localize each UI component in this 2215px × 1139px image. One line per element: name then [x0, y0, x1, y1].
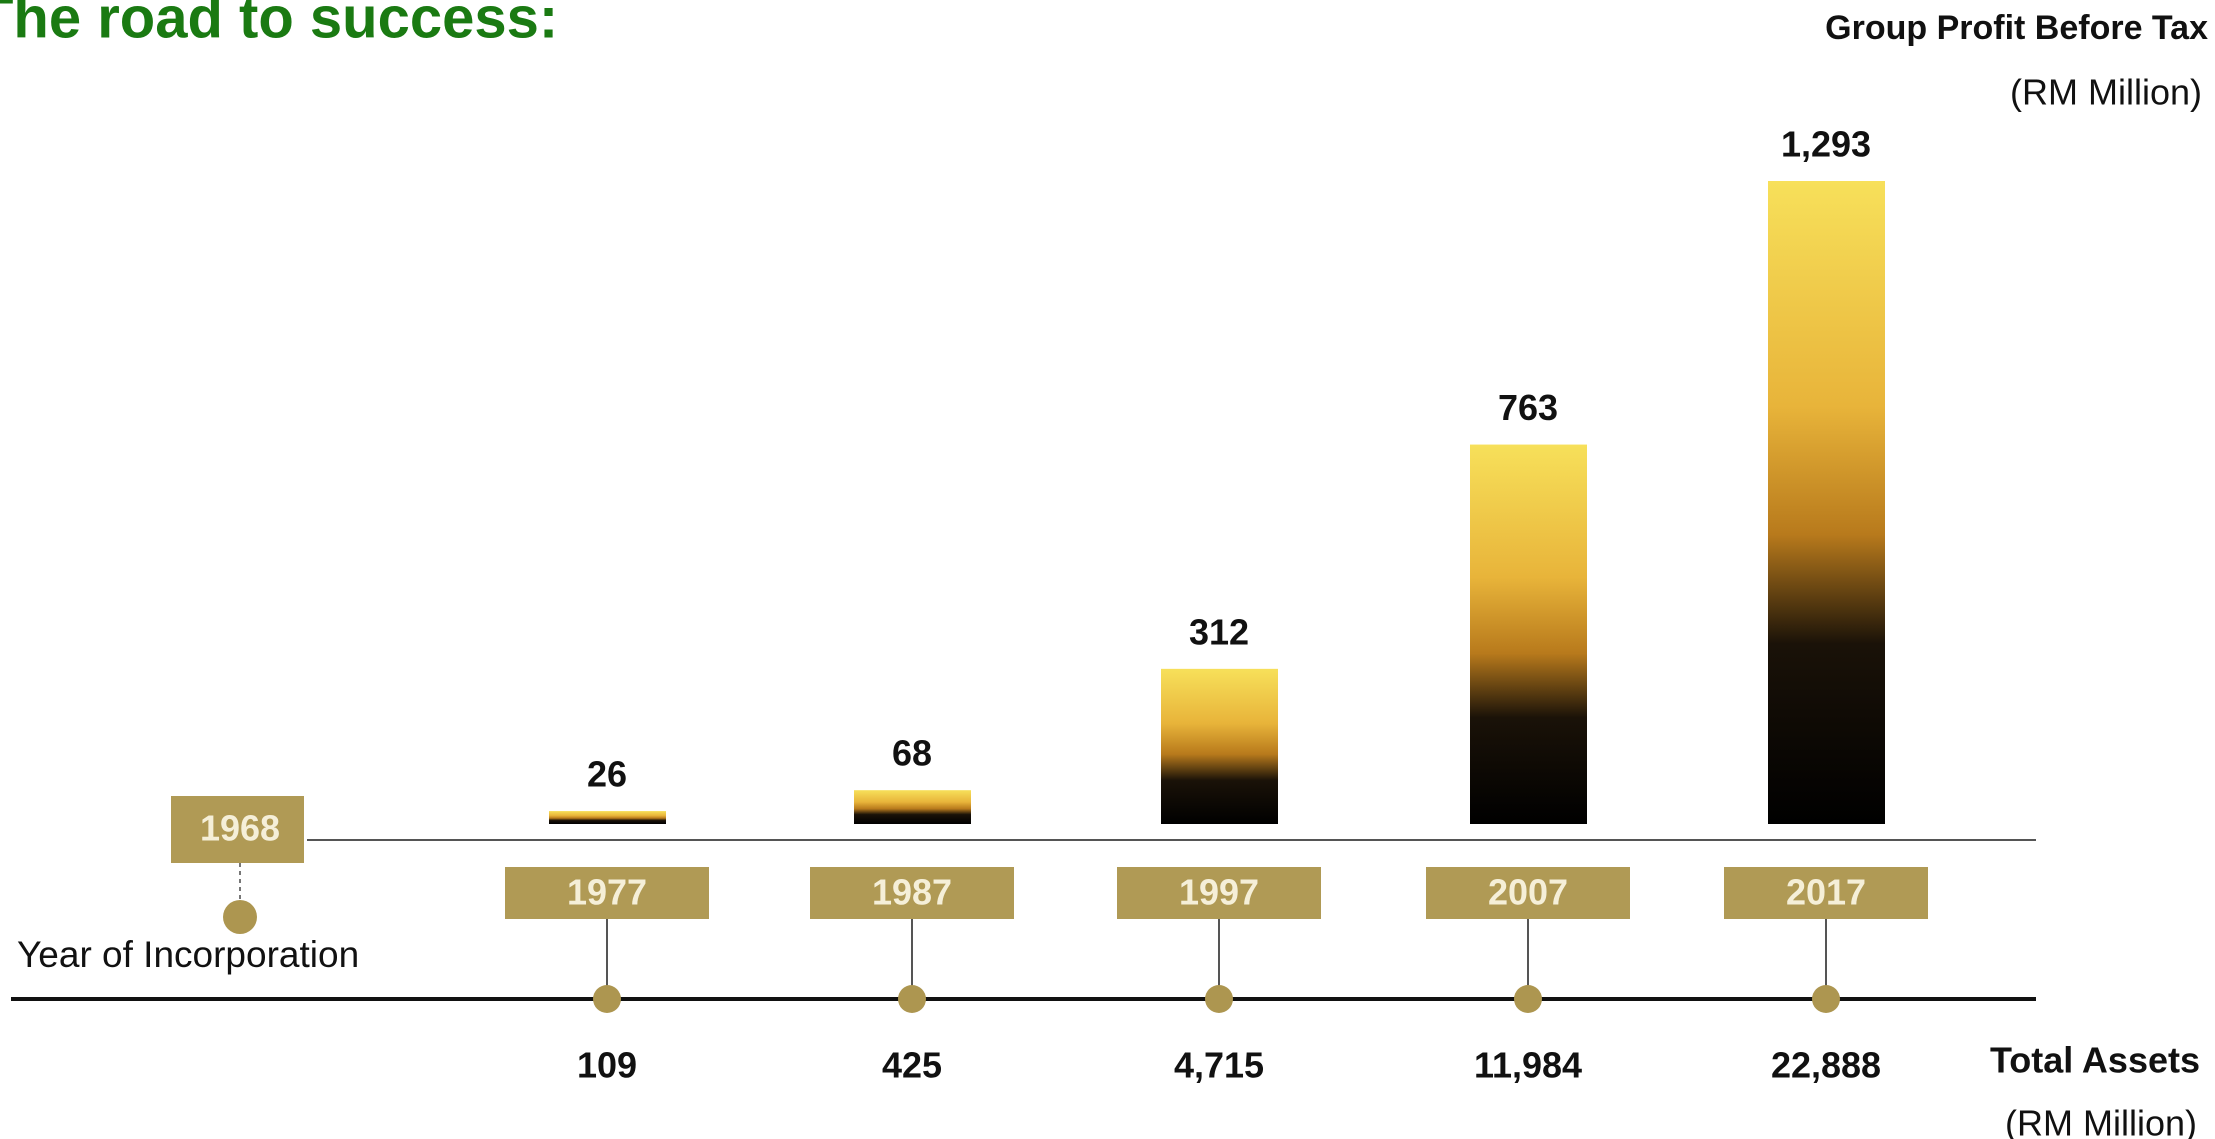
year-label: 1977 [567, 872, 647, 913]
bar [549, 811, 666, 824]
bar [854, 790, 971, 824]
value-label: 68 [892, 733, 932, 774]
value-label: 26 [587, 754, 627, 795]
year-label: 2017 [1786, 872, 1866, 913]
incorporation-year: 1968 [200, 808, 280, 849]
assets-title: Total Assets [1990, 1040, 2200, 1081]
value-label: 312 [1189, 611, 1249, 652]
timeline-dot [1812, 985, 1840, 1013]
assets-unit: (RM Million) [2005, 1103, 2197, 1139]
timeline-dot [593, 985, 621, 1013]
bar [1768, 181, 1885, 824]
assets-label: 109 [577, 1045, 637, 1086]
year-box [505, 867, 709, 919]
assets-label: 11,984 [1474, 1045, 1582, 1086]
year-label: 2007 [1488, 872, 1568, 913]
incorporation-label: Year of Incorporation [17, 934, 359, 975]
timeline-dot [1205, 985, 1233, 1013]
timeline-dot [898, 985, 926, 1013]
chart-title: The road to success: [0, 0, 558, 50]
year-label: 1987 [872, 872, 952, 913]
bar [1161, 668, 1278, 824]
year-box [810, 867, 1014, 919]
year-box [171, 796, 304, 863]
year-box [1117, 867, 1321, 919]
incorporation-dot [223, 900, 257, 934]
assets-label: 4,715 [1174, 1045, 1264, 1086]
assets-label: 425 [882, 1045, 942, 1086]
value-label: 763 [1498, 387, 1558, 428]
value-label: 1,293 [1781, 124, 1871, 165]
value-title: Group Profit Before Tax [1825, 9, 2208, 47]
year-box [1426, 867, 1630, 919]
assets-label: 22,888 [1771, 1045, 1881, 1086]
year-box [1724, 867, 1928, 919]
bar [1470, 444, 1587, 824]
timeline-dot [1514, 985, 1542, 1013]
year-label: 1997 [1179, 872, 1259, 913]
value-unit: (RM Million) [2010, 72, 2202, 113]
